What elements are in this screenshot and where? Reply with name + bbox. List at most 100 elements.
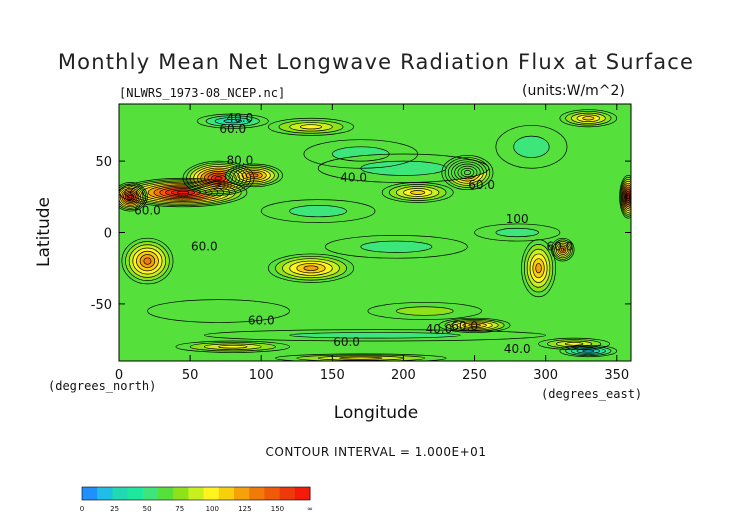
contour-line	[395, 306, 454, 316]
contour-line	[132, 247, 163, 275]
contour-line	[395, 186, 440, 199]
flux-level	[250, 173, 259, 178]
flux-level	[289, 332, 461, 339]
contour-label: 60.0	[219, 122, 246, 136]
contour-label: 60.0	[547, 239, 574, 253]
colorbar-tick-label: 0	[80, 505, 84, 513]
contour-line	[175, 340, 291, 353]
contour-line	[126, 193, 135, 201]
contour-line	[289, 332, 461, 339]
contour-line	[460, 167, 475, 178]
contour-line	[450, 320, 499, 331]
contour-line	[529, 253, 548, 283]
contour-line	[554, 241, 572, 259]
contour-line	[119, 186, 143, 208]
contour-line	[552, 239, 573, 260]
contour-line	[555, 340, 593, 348]
contour-line	[570, 112, 606, 124]
contour-line	[444, 157, 491, 188]
colorbar-tick-label: ∞	[307, 505, 313, 513]
contour-line	[538, 337, 611, 350]
x-axis-unit-label: (degrees_east)	[541, 387, 643, 401]
contour-line	[278, 120, 344, 134]
contour-line	[454, 163, 481, 182]
y-axis-unit-label: (degrees_north)	[48, 379, 157, 393]
contour-line	[267, 253, 355, 283]
x-axis-title: Longitude	[333, 403, 419, 423]
x-tick-label: 300	[533, 368, 558, 383]
contour-line	[296, 263, 326, 274]
x-tick-label: 350	[604, 368, 629, 383]
colorbar-tick-label: 50	[143, 505, 152, 513]
x-tick-label: 250	[462, 368, 487, 383]
flux-level	[360, 241, 432, 253]
colorbar-swatch	[294, 487, 311, 500]
contour-line	[128, 195, 133, 199]
colorbar-swatch	[97, 487, 113, 500]
contour-line	[211, 174, 227, 183]
contour-line	[218, 344, 248, 349]
contour-line	[196, 113, 269, 129]
contour-line	[559, 246, 567, 254]
contour-line	[626, 192, 631, 202]
x-tick-label: 50	[182, 368, 199, 383]
contour-line	[462, 322, 487, 329]
y-tick-label: -50	[91, 298, 112, 313]
contour-line	[289, 122, 333, 132]
contour-line	[147, 299, 291, 323]
contour-line	[463, 170, 471, 176]
contour-line	[123, 190, 138, 203]
contour-line	[282, 258, 340, 279]
contour-line	[260, 199, 376, 223]
contour-line	[205, 115, 260, 127]
contour-line	[299, 124, 323, 130]
flux-feature	[367, 302, 482, 320]
contour-line	[620, 176, 631, 217]
contour-line	[624, 188, 631, 205]
contour-line	[296, 354, 426, 361]
contour-line	[139, 254, 156, 268]
contour-line	[245, 171, 263, 180]
x-tick-label: 100	[249, 368, 274, 383]
colorbar-swatch	[142, 487, 159, 500]
flux-feature	[521, 239, 556, 297]
contour-line	[532, 258, 545, 279]
contour-line	[565, 346, 612, 356]
contour-line	[625, 190, 631, 203]
contour-line	[339, 356, 383, 360]
contour-line	[121, 189, 140, 205]
contour-line	[495, 227, 539, 238]
contour-label: 60.0	[468, 178, 495, 192]
flux-feature	[147, 299, 290, 323]
contour-line	[626, 194, 630, 200]
contour-line	[267, 117, 355, 136]
contour-line	[229, 165, 279, 186]
flux-level	[177, 191, 189, 194]
contour-line	[200, 169, 237, 188]
contour-line	[182, 160, 255, 196]
contour-line	[119, 182, 148, 212]
flux-level	[289, 205, 347, 217]
flux-level	[582, 116, 595, 120]
contour-line	[119, 187, 141, 206]
contour-line	[622, 182, 631, 211]
flux-level	[300, 124, 322, 129]
contour-line	[547, 339, 602, 349]
flux-level	[215, 176, 223, 180]
contour-label: 60.0	[191, 239, 218, 253]
x-tick-label: 0	[115, 368, 123, 383]
contour-label: 60.0	[134, 204, 161, 218]
x-tick-label: 150	[320, 368, 345, 383]
contour-line	[233, 166, 275, 184]
contour-label: 100	[506, 212, 529, 226]
contour-line	[241, 170, 267, 181]
contour-line	[223, 118, 243, 124]
contour-line	[513, 135, 550, 158]
contour-label: 60.0	[248, 314, 275, 328]
flux-level	[143, 257, 152, 265]
contour-interval-label: CONTOUR INTERVAL = 1.000E+01	[265, 445, 487, 459]
contour-line	[203, 171, 234, 186]
flux-level	[627, 194, 630, 199]
contour-line	[193, 165, 244, 191]
contour-line	[570, 347, 606, 355]
